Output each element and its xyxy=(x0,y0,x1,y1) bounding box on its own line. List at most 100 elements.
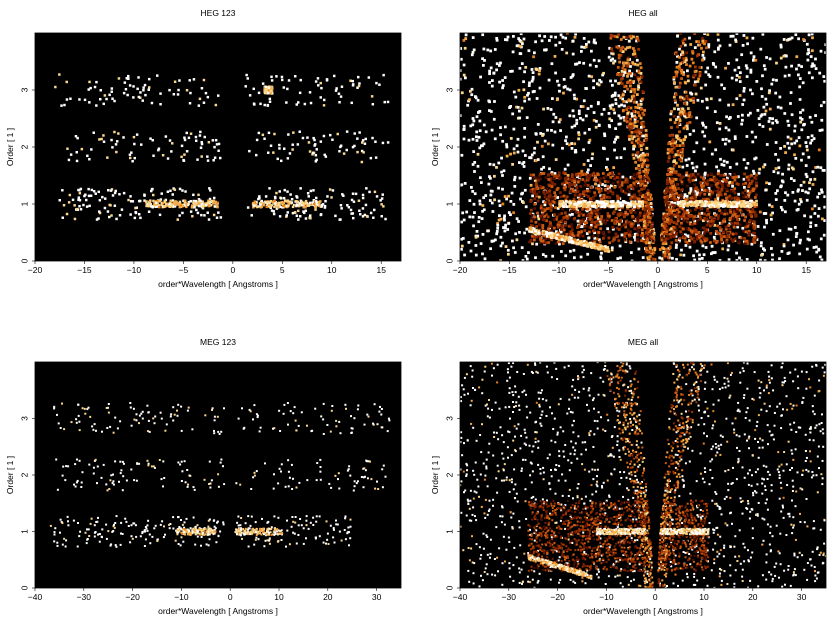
pixel xyxy=(713,213,717,217)
pixel xyxy=(502,169,506,173)
pixel xyxy=(530,213,534,217)
pixel xyxy=(670,213,673,216)
pixel xyxy=(492,117,496,121)
pixel xyxy=(691,198,695,202)
pixel xyxy=(695,40,699,43)
pixel xyxy=(475,135,478,139)
pixel xyxy=(639,103,643,106)
pixel xyxy=(588,174,592,177)
pixel xyxy=(577,131,581,135)
pixel xyxy=(570,205,574,208)
pixel xyxy=(587,195,590,198)
pixel xyxy=(725,240,728,244)
pixel xyxy=(624,201,628,205)
pixel xyxy=(635,184,638,188)
pixel xyxy=(683,210,686,214)
pixel xyxy=(725,160,729,164)
pixel xyxy=(705,198,708,202)
pixel xyxy=(633,118,637,121)
pixel xyxy=(620,187,623,191)
pixel xyxy=(677,64,681,68)
pixel xyxy=(769,213,773,217)
pixel xyxy=(550,185,554,188)
pixel xyxy=(189,132,193,135)
pixel xyxy=(752,203,755,206)
pixel xyxy=(740,259,743,261)
pixel xyxy=(579,225,583,229)
pixel xyxy=(476,152,480,156)
pixel xyxy=(269,200,273,203)
pixel xyxy=(636,237,640,241)
pixel xyxy=(361,141,364,144)
pixel xyxy=(202,78,206,82)
pixel xyxy=(804,190,808,194)
pixel xyxy=(374,140,377,143)
pixel xyxy=(248,149,251,153)
pixel xyxy=(705,228,709,231)
pixel xyxy=(566,174,570,177)
pixel xyxy=(727,203,731,207)
pixel xyxy=(662,238,666,242)
pixel xyxy=(270,79,274,82)
pixel xyxy=(197,199,201,202)
pixel xyxy=(583,224,587,228)
pixel xyxy=(745,239,748,243)
pixel xyxy=(573,35,577,39)
pixel xyxy=(662,222,666,226)
pixel xyxy=(572,205,576,209)
pixel xyxy=(493,100,496,103)
pixel xyxy=(626,74,629,78)
pixel xyxy=(576,226,579,229)
pixel xyxy=(760,253,763,257)
pixel xyxy=(716,182,719,185)
pixel xyxy=(157,148,160,152)
pixel xyxy=(519,197,522,201)
pixel xyxy=(95,80,98,84)
pixel xyxy=(685,173,688,177)
pixel xyxy=(695,116,699,120)
pixel xyxy=(363,213,367,217)
pixel xyxy=(672,114,676,118)
pixel xyxy=(638,145,642,148)
pixel xyxy=(725,182,729,186)
pixel xyxy=(798,85,802,89)
pixel xyxy=(662,226,666,230)
pixel xyxy=(555,98,559,102)
pixel xyxy=(576,194,580,197)
pixel xyxy=(554,174,558,178)
pixel xyxy=(524,66,528,69)
pixel xyxy=(673,159,676,163)
pixel xyxy=(561,182,564,186)
pixel xyxy=(506,35,510,39)
pixel xyxy=(501,174,504,177)
pixel xyxy=(283,199,287,202)
pixel xyxy=(675,61,679,64)
pixel xyxy=(644,246,648,250)
pixel xyxy=(488,69,491,73)
pixel xyxy=(639,183,643,187)
pixel xyxy=(586,168,590,172)
pixel xyxy=(515,144,519,148)
pixel xyxy=(619,156,623,159)
pixel xyxy=(488,175,491,178)
pixel xyxy=(489,193,493,197)
pixel xyxy=(646,239,649,242)
pixel xyxy=(723,87,726,90)
pixel xyxy=(642,219,646,223)
pixel xyxy=(636,218,640,221)
pixel xyxy=(152,154,155,157)
pixel xyxy=(809,141,812,145)
pixel xyxy=(185,202,188,206)
pixel xyxy=(478,119,482,123)
pixel xyxy=(738,223,742,226)
pixel xyxy=(735,78,738,82)
pixel xyxy=(728,173,732,176)
pixel xyxy=(492,239,496,243)
pixel xyxy=(113,130,116,134)
pixel xyxy=(582,242,586,245)
pixel xyxy=(674,161,678,165)
pixel xyxy=(504,245,508,248)
pixel xyxy=(618,185,622,189)
pixel xyxy=(528,176,532,180)
pixel xyxy=(800,118,804,121)
